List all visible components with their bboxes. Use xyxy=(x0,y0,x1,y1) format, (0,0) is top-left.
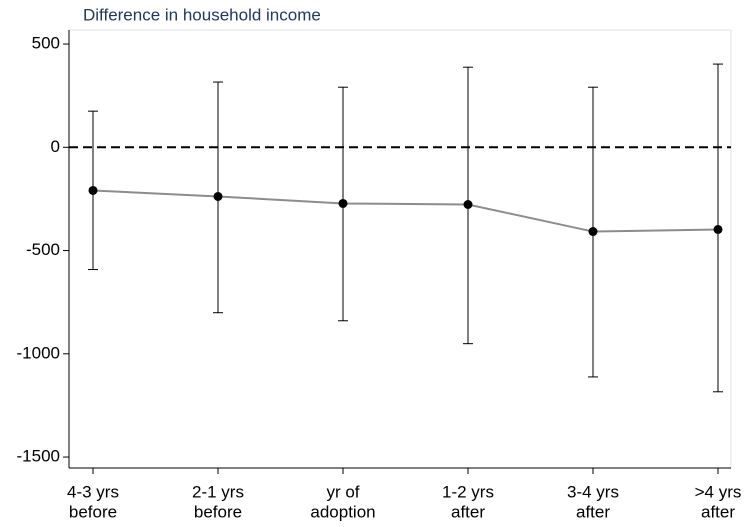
data-point xyxy=(463,199,473,209)
x-tick-label: after xyxy=(451,502,485,521)
x-tick-label: yr of xyxy=(326,482,359,501)
x-tick-label: >4 yrs xyxy=(695,482,742,501)
plot-frame xyxy=(68,29,732,469)
x-tick-label: before xyxy=(194,502,242,521)
data-point xyxy=(213,191,223,201)
y-tick-label: 0 xyxy=(51,137,60,156)
x-tick-label: 1-2 yrs xyxy=(442,482,494,501)
x-tick-label: after xyxy=(576,502,610,521)
y-tick-label: 500 xyxy=(32,34,60,53)
data-point xyxy=(713,224,723,234)
y-tick-label: -500 xyxy=(26,240,60,259)
data-point xyxy=(588,227,598,237)
x-tick-label: 4-3 yrs xyxy=(67,482,119,501)
y-tick-label: -1000 xyxy=(17,343,60,362)
chart-title: Difference in household income xyxy=(83,5,321,24)
x-tick-label: after xyxy=(701,502,735,521)
data-line xyxy=(92,189,719,233)
x-tick-label: adoption xyxy=(310,502,375,521)
x-tick-label: 3-4 yrs xyxy=(567,482,619,501)
data-point xyxy=(88,185,98,195)
x-tick-label: before xyxy=(69,502,117,521)
data-point xyxy=(338,198,348,208)
y-tick-label: -1500 xyxy=(17,447,60,466)
x-tick-label: 2-1 yrs xyxy=(192,482,244,501)
